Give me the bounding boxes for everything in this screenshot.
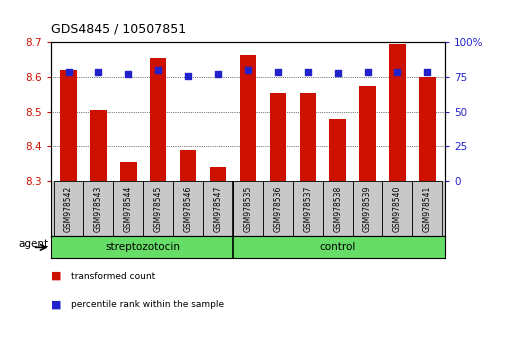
Bar xyxy=(299,93,315,181)
Text: GSM978538: GSM978538 xyxy=(332,185,341,232)
Text: GSM978541: GSM978541 xyxy=(422,185,431,232)
FancyBboxPatch shape xyxy=(203,181,232,236)
Bar xyxy=(149,58,166,181)
Point xyxy=(184,73,192,79)
Point xyxy=(392,69,400,74)
FancyBboxPatch shape xyxy=(263,181,292,236)
Text: GSM978537: GSM978537 xyxy=(302,185,312,232)
Text: GSM978545: GSM978545 xyxy=(154,185,163,232)
FancyBboxPatch shape xyxy=(292,181,322,236)
Text: GSM978546: GSM978546 xyxy=(183,185,192,232)
Text: GSM978536: GSM978536 xyxy=(273,185,282,232)
Bar xyxy=(269,93,285,181)
Bar xyxy=(239,55,256,181)
Bar xyxy=(388,44,405,181)
Point xyxy=(423,69,431,74)
Point xyxy=(124,72,132,77)
Bar xyxy=(90,110,107,181)
Text: control: control xyxy=(319,242,355,252)
FancyBboxPatch shape xyxy=(352,181,382,236)
Text: GDS4845 / 10507851: GDS4845 / 10507851 xyxy=(50,22,185,35)
Point xyxy=(363,69,371,74)
Text: GSM978544: GSM978544 xyxy=(124,185,133,232)
Text: agent: agent xyxy=(18,239,48,249)
Text: ■: ■ xyxy=(50,271,61,281)
Text: ■: ■ xyxy=(50,299,61,309)
Text: GSM978539: GSM978539 xyxy=(362,185,371,232)
Text: percentile rank within the sample: percentile rank within the sample xyxy=(71,300,224,309)
FancyBboxPatch shape xyxy=(232,181,263,236)
Text: GSM978547: GSM978547 xyxy=(213,185,222,232)
Bar xyxy=(210,167,226,181)
FancyBboxPatch shape xyxy=(412,181,441,236)
Point xyxy=(94,69,103,74)
Bar xyxy=(359,86,375,181)
FancyBboxPatch shape xyxy=(54,181,83,236)
FancyBboxPatch shape xyxy=(143,181,173,236)
FancyBboxPatch shape xyxy=(382,181,412,236)
Text: GSM978540: GSM978540 xyxy=(392,185,401,232)
Text: GSM978542: GSM978542 xyxy=(64,185,73,232)
Point xyxy=(333,70,341,76)
Point xyxy=(214,72,222,77)
Point xyxy=(154,67,162,73)
Text: GSM978543: GSM978543 xyxy=(94,185,103,232)
FancyBboxPatch shape xyxy=(113,181,143,236)
Text: streptozotocin: streptozotocin xyxy=(106,242,180,252)
Point xyxy=(273,69,281,74)
FancyBboxPatch shape xyxy=(173,181,203,236)
Point xyxy=(303,69,311,74)
FancyBboxPatch shape xyxy=(322,181,352,236)
Point xyxy=(64,69,72,74)
Bar xyxy=(120,162,136,181)
Bar xyxy=(329,119,345,181)
Bar xyxy=(180,150,196,181)
Text: transformed count: transformed count xyxy=(71,272,155,281)
Point xyxy=(243,67,251,73)
Bar xyxy=(60,70,77,181)
Text: GSM978535: GSM978535 xyxy=(243,185,252,232)
Bar xyxy=(418,77,435,181)
FancyBboxPatch shape xyxy=(83,181,113,236)
